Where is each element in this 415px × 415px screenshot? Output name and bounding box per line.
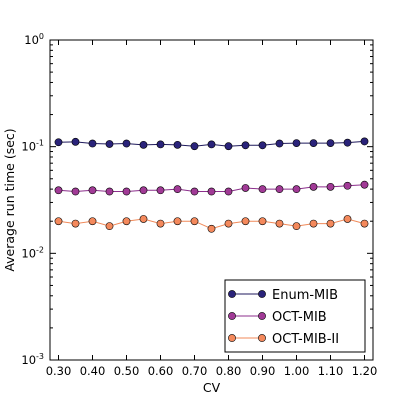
y-tick-label-exp: 0 — [39, 32, 44, 41]
data-point — [241, 217, 250, 226]
data-point — [343, 181, 352, 190]
data-point — [224, 187, 233, 196]
data-point — [275, 139, 284, 148]
data-point — [139, 186, 148, 195]
tick-labels: 0.30 0.40 0.50 0.60 0.70 0.80 0.90 1.00 1.10 1.20… — [21, 32, 377, 378]
y-tick-label-base: 10 — [21, 140, 36, 154]
x-tick-label: 0.90 — [250, 364, 276, 378]
legend-label: Enum-MIB — [272, 288, 338, 303]
data-point — [224, 219, 233, 228]
legend-marker — [258, 290, 266, 298]
data-point — [258, 141, 267, 150]
data-point — [241, 141, 250, 150]
data-point — [343, 138, 352, 147]
data-point — [105, 140, 114, 148]
data-point — [326, 139, 335, 148]
data-point — [207, 224, 216, 233]
data-point — [156, 219, 165, 228]
data-point — [224, 142, 233, 151]
data-point — [326, 182, 335, 191]
x-tick-label: 1.10 — [318, 364, 344, 378]
plot-frame — [49, 39, 374, 361]
y-tick-label-exp: -1 — [36, 139, 44, 148]
data-point — [360, 137, 369, 146]
legend-label: OCT-MIB — [272, 310, 327, 325]
data-point — [190, 142, 199, 151]
data-point — [275, 185, 284, 194]
legend-label: OCT-MIB-II — [272, 332, 339, 347]
x-tick-label: 1.20 — [352, 364, 378, 378]
x-tick-label: 0.50 — [114, 364, 140, 378]
data-point — [54, 217, 63, 226]
data-point — [207, 187, 216, 196]
data-point — [173, 140, 182, 149]
data-point — [258, 217, 267, 226]
data-point — [139, 140, 148, 149]
ticks — [50, 39, 373, 361]
data-point — [71, 137, 80, 146]
data-point — [88, 139, 97, 148]
y-tick-label-base: 10 — [21, 353, 36, 367]
x-tick-label: 0.70 — [182, 364, 208, 378]
data-point — [292, 139, 301, 148]
data-point — [309, 219, 318, 228]
x-axis-label: CV — [203, 380, 221, 395]
y-tick-label-base: 10 — [21, 246, 36, 260]
data-point — [156, 186, 165, 195]
data-point — [207, 140, 216, 149]
data-point — [122, 139, 131, 148]
legend: Enum-MIB OCT-MIB OCT-MIB-II — [224, 279, 366, 353]
y-tick-label: 10-3 — [21, 352, 44, 367]
data-point — [326, 219, 335, 228]
data-point — [275, 219, 284, 228]
data-point — [122, 217, 131, 226]
y-tick-label-base: 10 — [24, 33, 39, 47]
y-tick-label-exp: -2 — [36, 245, 44, 254]
data-point — [360, 180, 369, 189]
data-point — [241, 184, 250, 192]
data-point — [173, 217, 182, 226]
data-point — [71, 187, 80, 196]
legend-marker — [228, 290, 236, 298]
x-tick-label: 0.60 — [148, 364, 174, 378]
data-point — [309, 139, 318, 148]
data-point — [88, 217, 97, 226]
x-tick-label: 0.80 — [216, 364, 242, 378]
y-tick-label-exp: -3 — [36, 352, 44, 361]
data-point — [292, 185, 301, 194]
y-tick-label: 100 — [24, 32, 44, 47]
data-point — [54, 138, 63, 147]
data-point — [360, 219, 369, 228]
legend-marker — [258, 312, 266, 320]
data-point — [71, 219, 80, 228]
legend-marker — [228, 312, 236, 320]
x-tick-label: 1.00 — [284, 364, 310, 378]
data-point — [190, 187, 199, 196]
plot-lines — [54, 137, 369, 233]
data-point — [105, 222, 114, 231]
y-tick-label: 10-1 — [21, 139, 44, 154]
y-tick-label: 10-2 — [21, 245, 44, 260]
x-tick-label: 0.30 — [46, 364, 72, 378]
data-point — [88, 186, 97, 195]
data-point — [156, 140, 165, 149]
data-point — [139, 215, 148, 223]
data-point — [173, 185, 182, 194]
data-point — [343, 215, 352, 223]
data-point — [54, 186, 63, 195]
legend-marker — [228, 334, 236, 342]
data-point — [292, 222, 301, 231]
legend-marker — [258, 334, 266, 342]
data-point — [105, 187, 114, 196]
data-point — [122, 187, 131, 196]
y-axis-label: Average run time (sec) — [2, 128, 17, 271]
data-point — [309, 182, 318, 191]
x-tick-label: 0.40 — [80, 364, 106, 378]
data-point — [190, 217, 199, 226]
data-point — [258, 185, 267, 194]
